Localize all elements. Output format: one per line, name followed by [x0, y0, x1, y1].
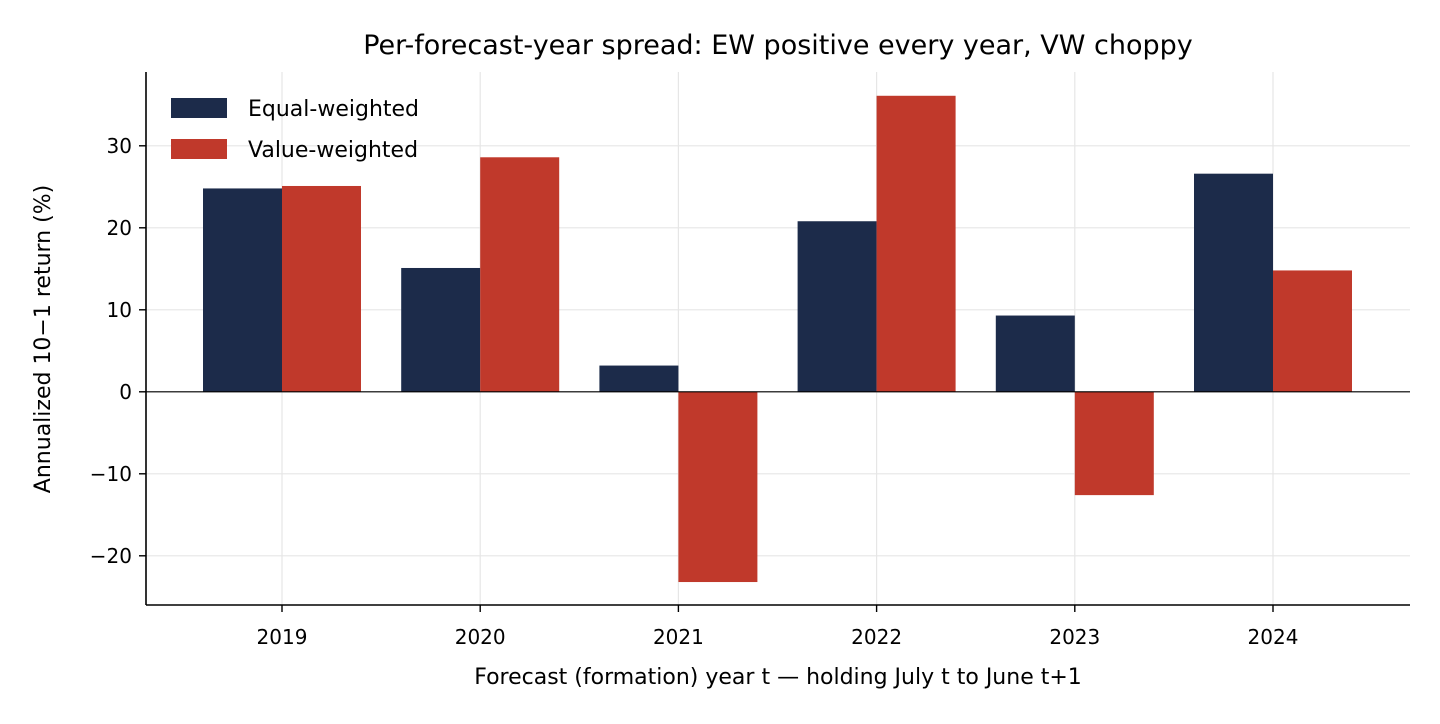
legend: Equal-weighted Value-weighted — [171, 97, 419, 163]
y-tick-label: 20 — [107, 216, 132, 240]
bar-value-weighted-2020 — [480, 157, 560, 392]
bar-value-weighted-2023 — [1074, 391, 1154, 496]
bar-equal-weighted-2020 — [401, 267, 481, 392]
y-axis-label: Annualized 10−1 return (%) — [31, 185, 56, 493]
x-tick-label: 2019 — [257, 625, 308, 649]
y-tick-label: 0 — [119, 380, 132, 404]
legend-label-value-weighted: Value-weighted — [248, 138, 418, 163]
bar-equal-weighted-2021 — [599, 365, 679, 392]
x-tick-label: 2022 — [851, 625, 902, 649]
x-axis-label: Forecast (formation) year t — holding Ju… — [474, 665, 1082, 690]
bar-value-weighted-2024 — [1273, 270, 1352, 392]
x-tick-label: 2020 — [455, 625, 506, 649]
axis-layer — [145, 72, 1410, 606]
x-tick-label: 2024 — [1248, 625, 1299, 649]
tick-layer: −20 −10 0 10 20 30 2019 2020 2021 2022 2023 2024 — [90, 134, 1299, 649]
y-tick-label: −10 — [90, 462, 132, 486]
bar-equal-weighted-2019 — [203, 188, 282, 392]
y-tick-label: 10 — [107, 298, 132, 322]
bar-value-weighted-2022 — [876, 95, 956, 392]
chart-title: Per-forecast-year spread: EW positive ev… — [363, 30, 1193, 61]
legend-swatch-equal-weighted — [171, 98, 227, 118]
bar-value-weighted-2019 — [282, 185, 361, 392]
bar-equal-weighted-2023 — [995, 315, 1075, 392]
bar-layer — [203, 95, 1352, 583]
y-tick-label: 30 — [107, 134, 132, 158]
y-tick-label: −20 — [90, 544, 132, 568]
bar-equal-weighted-2024 — [1194, 173, 1273, 392]
x-tick-label: 2023 — [1049, 625, 1100, 649]
x-tick-label: 2021 — [653, 625, 704, 649]
bar-value-weighted-2021 — [678, 391, 758, 583]
legend-swatch-value-weighted — [171, 139, 227, 159]
legend-label-equal-weighted: Equal-weighted — [248, 97, 419, 122]
bar-equal-weighted-2022 — [797, 221, 877, 392]
